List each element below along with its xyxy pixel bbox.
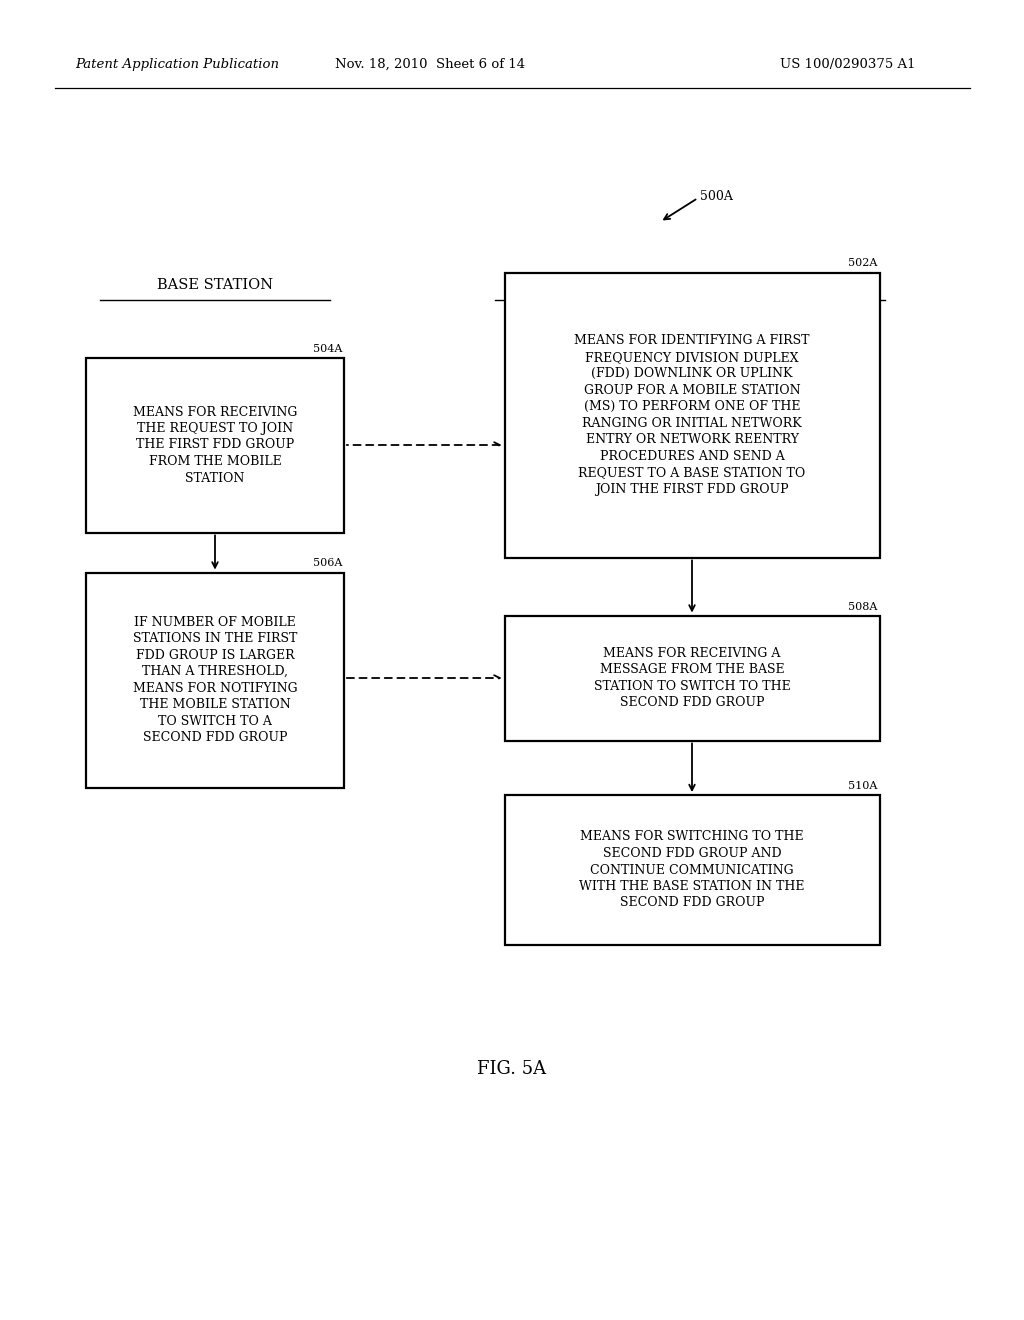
Text: MEANS FOR RECEIVING
THE REQUEST TO JOIN
THE FIRST FDD GROUP
FROM THE MOBILE
STAT: MEANS FOR RECEIVING THE REQUEST TO JOIN … (133, 405, 297, 484)
Text: 500A: 500A (700, 190, 733, 203)
Bar (505, 615, 880, 741)
Text: 508A: 508A (848, 602, 878, 611)
Text: MEANS FOR IDENTIFYING A FIRST
FREQUENCY DIVISION DUPLEX
(FDD) DOWNLINK OR UPLINK: MEANS FOR IDENTIFYING A FIRST FREQUENCY … (574, 334, 810, 496)
Text: Nov. 18, 2010  Sheet 6 of 14: Nov. 18, 2010 Sheet 6 of 14 (335, 58, 525, 71)
Text: 506A: 506A (312, 558, 342, 569)
Bar (505, 272, 880, 557)
Text: 504A: 504A (312, 343, 342, 354)
Text: MOBILE STATION: MOBILE STATION (622, 279, 759, 292)
Text: MEANS FOR SWITCHING TO THE
SECOND FDD GROUP AND
CONTINUE COMMUNICATING
WITH THE : MEANS FOR SWITCHING TO THE SECOND FDD GR… (580, 830, 805, 909)
Text: 510A: 510A (848, 781, 878, 791)
Text: Patent Application Publication: Patent Application Publication (75, 58, 279, 71)
Text: US 100/0290375 A1: US 100/0290375 A1 (780, 58, 915, 71)
Bar (86, 573, 344, 788)
Text: 502A: 502A (848, 259, 878, 268)
Text: BASE STATION: BASE STATION (157, 279, 273, 292)
Bar (86, 358, 344, 532)
Text: IF NUMBER OF MOBILE
STATIONS IN THE FIRST
FDD GROUP IS LARGER
THAN A THRESHOLD,
: IF NUMBER OF MOBILE STATIONS IN THE FIRS… (133, 615, 297, 744)
Text: MEANS FOR RECEIVING A
MESSAGE FROM THE BASE
STATION TO SWITCH TO THE
SECOND FDD : MEANS FOR RECEIVING A MESSAGE FROM THE B… (594, 647, 791, 709)
Bar (505, 795, 880, 945)
Text: FIG. 5A: FIG. 5A (477, 1060, 547, 1078)
